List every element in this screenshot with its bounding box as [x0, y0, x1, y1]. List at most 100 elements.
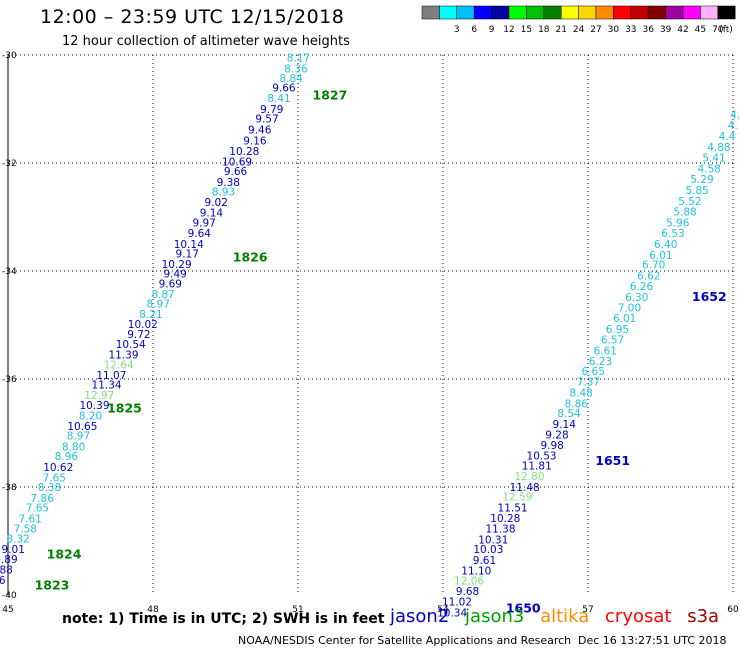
wave-height-value: 8.80 [62, 442, 85, 454]
wave-height-value: 5.52 [678, 196, 701, 208]
legend-label: 30 [608, 25, 620, 35]
wave-height-value: 9.16 [243, 135, 267, 147]
wave-height-value: 9.14 [553, 419, 577, 431]
wave-height-value: 9.46 [248, 125, 272, 137]
legend-label: 36 [642, 25, 654, 35]
generated-timestamp: Dec 16 13:27:51 UTC 2018 [578, 634, 727, 647]
wave-height-value: 9.66 [224, 166, 248, 178]
legend-label: 6 [471, 25, 477, 35]
wave-height-value: 10.31 [478, 534, 508, 546]
wave-height-value: 8.48 [569, 388, 592, 400]
wave-height-value: 10.62 [43, 462, 73, 474]
wave-height-value: 12.97 [84, 390, 114, 402]
wave-height-value: 6.70 [642, 260, 665, 272]
lon-tick-label: 60 [727, 605, 739, 615]
wave-height-value: 8.84 [279, 73, 303, 85]
legend-label: 12 [503, 25, 514, 35]
wave-height-value: 11.07 [96, 370, 126, 382]
wave-height-value: 7.61 [18, 513, 41, 525]
wave-height-value: 9.61 [473, 555, 496, 567]
legend-label: 39 [660, 25, 672, 35]
wave-height-value: 9.49 [163, 269, 186, 281]
lon-tick-label: 48 [147, 605, 159, 615]
lon-tick-label: 45 [2, 605, 13, 615]
wave-height-value: 6.30 [625, 292, 648, 304]
wave-height-value: 8.32 [6, 533, 29, 545]
wave-height-value: 9.64 [188, 228, 212, 240]
wave-height-value: 7.58 [14, 524, 37, 536]
wave-height-value: 9.01 [2, 544, 25, 556]
wave-height-value: 4. [728, 120, 738, 132]
wave-height-value: 8.97 [147, 298, 170, 310]
wave-height-value: 10.65 [67, 421, 97, 433]
legend-label: 15 [521, 25, 532, 35]
wave-height-value: 9.98 [540, 440, 563, 452]
wave-height-value: 11.39 [108, 350, 138, 362]
wave-height-value: 10.29 [162, 259, 192, 271]
wave-height-value: 6.26 [630, 281, 654, 293]
lat-tick-label: -36 [2, 375, 17, 385]
wave-height-value: 11.10 [461, 566, 491, 578]
satellite-jason3: jason3 [465, 606, 525, 627]
wave-height-value: 7.65 [26, 503, 49, 515]
wave-height-value: 6.62 [637, 270, 660, 282]
legend-label: 21 [555, 25, 566, 35]
wave-height-value: 8.21 [139, 309, 162, 321]
pass-time-label: 1652 [692, 289, 727, 304]
wave-height-value: 11.48 [510, 482, 540, 494]
wave-height-value: 6.01 [613, 313, 636, 325]
wave-height-value: 8.38 [38, 482, 61, 494]
wave-height-value: 11.02 [442, 596, 472, 608]
wave-height-value: 8.20 [79, 411, 102, 423]
wave-height-value: 6.65 [582, 366, 605, 378]
wave-height-value: 11.06 [0, 575, 6, 587]
legend-label: 27 [590, 25, 601, 35]
pass-time-label: 1650 [506, 601, 541, 616]
lon-tick-label: 51 [292, 605, 303, 615]
lat-tick-label: -32 [2, 159, 17, 169]
pass-time-label: 1825 [107, 401, 142, 416]
wave-height-value: 11.38 [485, 524, 515, 536]
wave-height-value: 5.88 [673, 207, 696, 219]
wave-height-value: 4.58 [698, 163, 721, 175]
wave-height-value: 5.96 [666, 217, 690, 229]
wave-height-value: 9.28 [545, 430, 568, 442]
pass-time-label: 1826 [233, 250, 268, 265]
wave-height-value: 11.34 [92, 379, 122, 391]
wave-height-value: 12.59 [502, 492, 532, 504]
wave-height-value: 6.53 [661, 228, 684, 240]
legend-label: 9 [489, 25, 495, 35]
legend-label: 24 [573, 25, 585, 35]
wave-height-value: 6.01 [649, 250, 672, 262]
wave-height-value: 4. [730, 109, 740, 121]
pass-time-label: 1823 [35, 577, 70, 592]
wave-height-value: 7.65 [43, 472, 66, 484]
pass-time-label: 1651 [595, 453, 630, 468]
legend-label: 33 [625, 25, 636, 35]
legend-label: 45 [695, 25, 706, 35]
wave-height-value: 8.54 [557, 408, 581, 420]
lat-tick-label: -34 [2, 267, 17, 277]
wave-height-value: 10.34 [437, 607, 467, 619]
wave-height-value: 6.23 [589, 356, 612, 368]
wave-height-value: 6.57 [601, 335, 624, 347]
lat-tick-label: -30 [2, 51, 17, 61]
color-legend: 3 6 9 12 15 18 21 24 27 30 33 36 39 42 45 70(ft) [421, 5, 736, 35]
legend-label: 18 [538, 25, 550, 35]
wave-height-value: 10.03 [473, 544, 503, 556]
wave-height-value: 4.4 [719, 131, 736, 143]
wave-height-value: 4.88 [707, 142, 730, 154]
wave-height-value: 9.14 [200, 208, 224, 220]
wave-height-value: 9.79 [260, 104, 283, 116]
wave-height-value: 8.17 [287, 53, 310, 65]
wave-height-value: 9.69 [159, 278, 182, 290]
wave-height-value: 8.36 [284, 64, 308, 76]
legend-label: 42 [677, 25, 688, 35]
wave-height-value: 7.37 [577, 377, 600, 389]
legend-swatch [717, 5, 736, 20]
wave-height-value: 6.40 [654, 239, 677, 251]
footer-note: note: 1) Time is in UTC; 2) SWH is in fe… [62, 611, 385, 627]
legend-unit: (ft) [719, 25, 733, 35]
wave-height-value: 8.96 [55, 451, 79, 463]
